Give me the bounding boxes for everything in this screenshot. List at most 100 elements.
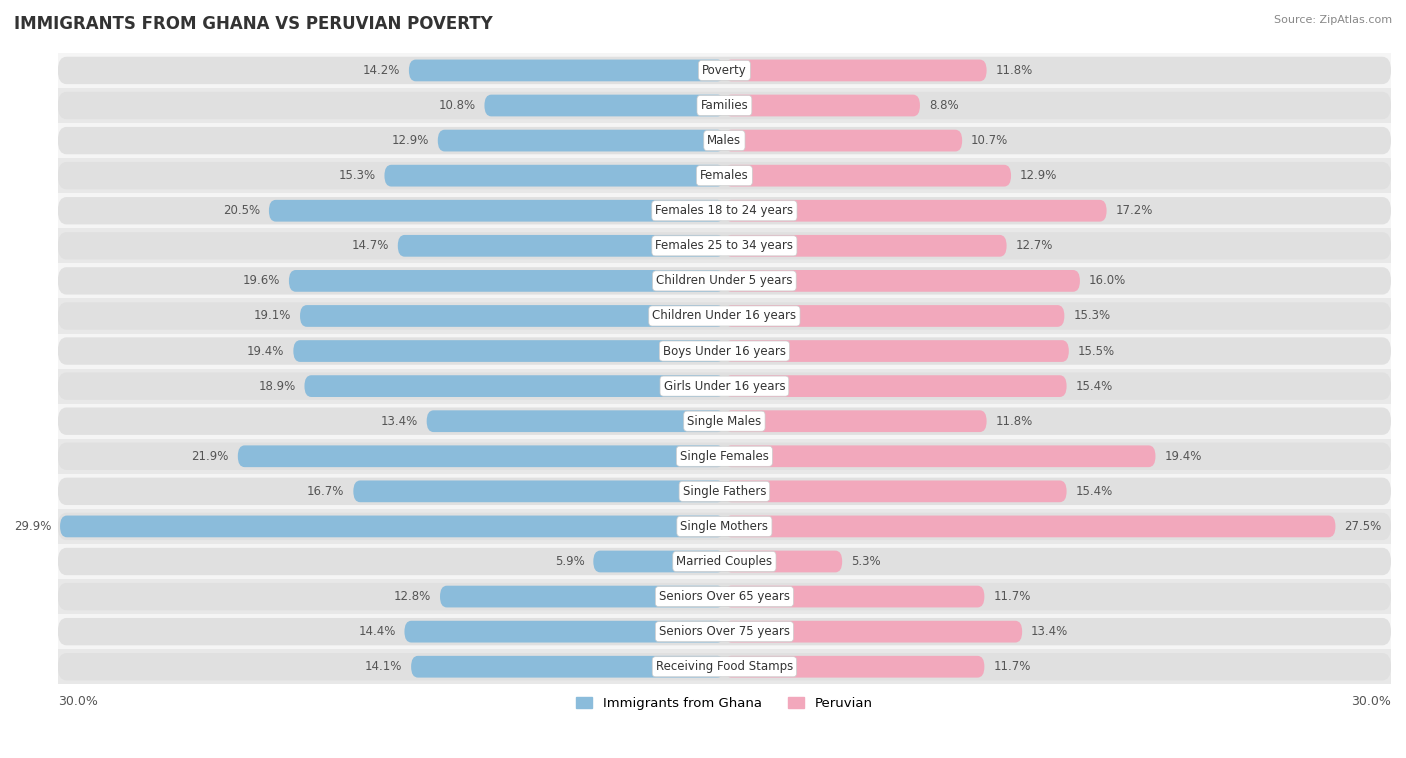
FancyBboxPatch shape	[593, 550, 724, 572]
Text: Females 18 to 24 years: Females 18 to 24 years	[655, 204, 793, 218]
Text: 15.3%: 15.3%	[339, 169, 375, 182]
Text: Children Under 16 years: Children Under 16 years	[652, 309, 796, 322]
FancyBboxPatch shape	[724, 375, 1067, 397]
Text: 8.8%: 8.8%	[929, 99, 959, 112]
FancyBboxPatch shape	[58, 162, 1391, 190]
Bar	[58, 614, 1391, 649]
FancyBboxPatch shape	[724, 60, 987, 81]
Text: 12.9%: 12.9%	[391, 134, 429, 147]
FancyBboxPatch shape	[58, 548, 1391, 575]
Bar	[58, 123, 1391, 158]
FancyBboxPatch shape	[411, 656, 724, 678]
Text: 14.4%: 14.4%	[359, 625, 395, 638]
Text: Single Males: Single Males	[688, 415, 762, 428]
Text: Poverty: Poverty	[702, 64, 747, 77]
Bar	[58, 649, 1391, 684]
Text: 19.4%: 19.4%	[247, 345, 284, 358]
Bar	[58, 368, 1391, 404]
FancyBboxPatch shape	[724, 95, 920, 117]
Text: Single Females: Single Females	[681, 449, 769, 463]
Bar	[58, 158, 1391, 193]
FancyBboxPatch shape	[405, 621, 724, 643]
FancyBboxPatch shape	[58, 337, 1391, 365]
FancyBboxPatch shape	[58, 372, 1391, 399]
FancyBboxPatch shape	[485, 95, 724, 117]
FancyBboxPatch shape	[724, 481, 1067, 503]
Text: Single Mothers: Single Mothers	[681, 520, 769, 533]
Text: Source: ZipAtlas.com: Source: ZipAtlas.com	[1274, 15, 1392, 25]
Text: 5.9%: 5.9%	[555, 555, 585, 568]
FancyBboxPatch shape	[724, 130, 962, 152]
Text: IMMIGRANTS FROM GHANA VS PERUVIAN POVERTY: IMMIGRANTS FROM GHANA VS PERUVIAN POVERT…	[14, 15, 494, 33]
Bar	[58, 404, 1391, 439]
Text: 16.0%: 16.0%	[1088, 274, 1126, 287]
FancyBboxPatch shape	[58, 618, 1391, 645]
Text: Girls Under 16 years: Girls Under 16 years	[664, 380, 785, 393]
FancyBboxPatch shape	[58, 408, 1391, 435]
Text: 5.3%: 5.3%	[851, 555, 880, 568]
Bar	[58, 53, 1391, 88]
FancyBboxPatch shape	[724, 235, 1007, 257]
FancyBboxPatch shape	[58, 512, 1391, 540]
FancyBboxPatch shape	[409, 60, 724, 81]
FancyBboxPatch shape	[58, 653, 1391, 681]
FancyBboxPatch shape	[288, 270, 724, 292]
FancyBboxPatch shape	[353, 481, 724, 503]
Text: Married Couples: Married Couples	[676, 555, 772, 568]
Bar	[58, 334, 1391, 368]
FancyBboxPatch shape	[58, 57, 1391, 84]
FancyBboxPatch shape	[58, 443, 1391, 470]
Text: 29.9%: 29.9%	[14, 520, 51, 533]
FancyBboxPatch shape	[58, 197, 1391, 224]
FancyBboxPatch shape	[437, 130, 724, 152]
FancyBboxPatch shape	[58, 268, 1391, 295]
FancyBboxPatch shape	[724, 656, 984, 678]
FancyBboxPatch shape	[58, 302, 1391, 330]
Text: 30.0%: 30.0%	[1351, 695, 1391, 708]
FancyBboxPatch shape	[724, 340, 1069, 362]
Bar	[58, 193, 1391, 228]
FancyBboxPatch shape	[440, 586, 724, 607]
Text: Males: Males	[707, 134, 741, 147]
FancyBboxPatch shape	[238, 446, 724, 467]
FancyBboxPatch shape	[724, 446, 1156, 467]
FancyBboxPatch shape	[724, 586, 984, 607]
Bar	[58, 474, 1391, 509]
Text: 27.5%: 27.5%	[1344, 520, 1382, 533]
Text: Receiving Food Stamps: Receiving Food Stamps	[655, 660, 793, 673]
Text: 12.9%: 12.9%	[1019, 169, 1057, 182]
Text: 15.3%: 15.3%	[1073, 309, 1111, 322]
FancyBboxPatch shape	[724, 200, 1107, 221]
Text: 14.1%: 14.1%	[364, 660, 402, 673]
FancyBboxPatch shape	[426, 410, 724, 432]
FancyBboxPatch shape	[58, 478, 1391, 505]
FancyBboxPatch shape	[269, 200, 724, 221]
Text: Families: Families	[700, 99, 748, 112]
FancyBboxPatch shape	[305, 375, 724, 397]
Text: 15.5%: 15.5%	[1078, 345, 1115, 358]
Text: Boys Under 16 years: Boys Under 16 years	[662, 345, 786, 358]
Text: 30.0%: 30.0%	[58, 695, 97, 708]
FancyBboxPatch shape	[384, 164, 724, 186]
Text: 11.7%: 11.7%	[993, 660, 1031, 673]
Text: 19.6%: 19.6%	[243, 274, 280, 287]
Text: 20.5%: 20.5%	[224, 204, 260, 218]
FancyBboxPatch shape	[724, 305, 1064, 327]
FancyBboxPatch shape	[724, 410, 987, 432]
Text: Children Under 5 years: Children Under 5 years	[657, 274, 793, 287]
FancyBboxPatch shape	[724, 550, 842, 572]
FancyBboxPatch shape	[60, 515, 724, 537]
FancyBboxPatch shape	[58, 127, 1391, 155]
FancyBboxPatch shape	[294, 340, 724, 362]
FancyBboxPatch shape	[299, 305, 724, 327]
Text: 19.1%: 19.1%	[253, 309, 291, 322]
Bar	[58, 263, 1391, 299]
Text: 18.9%: 18.9%	[259, 380, 295, 393]
Text: 16.7%: 16.7%	[307, 485, 344, 498]
Text: 15.4%: 15.4%	[1076, 485, 1112, 498]
Text: 15.4%: 15.4%	[1076, 380, 1112, 393]
FancyBboxPatch shape	[58, 92, 1391, 119]
Text: Seniors Over 75 years: Seniors Over 75 years	[659, 625, 790, 638]
Text: 21.9%: 21.9%	[191, 449, 229, 463]
Text: 14.7%: 14.7%	[352, 240, 389, 252]
